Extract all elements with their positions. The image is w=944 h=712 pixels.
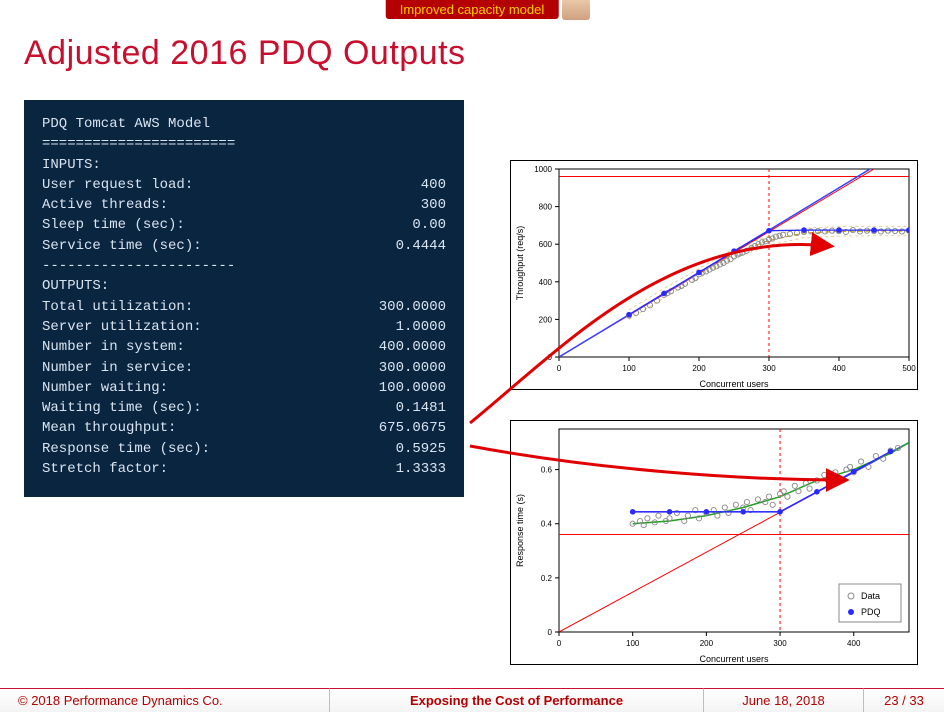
- svg-text:400: 400: [539, 278, 553, 287]
- svg-text:Concurrent users: Concurrent users: [699, 654, 769, 664]
- throughput-chart: 0 100 200 300 400 500 0 200 400 600 800 1000 Concurr…: [510, 160, 918, 390]
- footer-copyright: © 2018 Performance Dynamics Co.: [0, 688, 330, 712]
- footer-date: June 18, 2018: [704, 688, 864, 712]
- footer-title: Exposing the Cost of Performance: [330, 688, 704, 712]
- svg-text:PDQ: PDQ: [861, 607, 881, 617]
- section-tag: Improved capacity model: [386, 0, 559, 19]
- svg-text:Concurrent users: Concurrent users: [699, 379, 769, 389]
- svg-text:100: 100: [626, 639, 640, 648]
- response-time-chart: 0 100 200 300 400 0 0.2 0.4 0.6 Concurrent users R…: [510, 420, 918, 665]
- footer-bar: © 2018 Performance Dynamics Co. Exposing…: [0, 688, 944, 712]
- svg-text:200: 200: [539, 315, 553, 324]
- svg-text:1000: 1000: [534, 165, 552, 174]
- svg-text:800: 800: [539, 203, 553, 212]
- svg-text:300: 300: [773, 639, 787, 648]
- svg-text:200: 200: [700, 639, 714, 648]
- svg-text:100: 100: [622, 364, 636, 373]
- svg-text:200: 200: [692, 364, 706, 373]
- svg-text:0: 0: [557, 364, 562, 373]
- svg-text:400: 400: [832, 364, 846, 373]
- svg-text:500: 500: [902, 364, 916, 373]
- terminal-output: PDQ Tomcat AWS Model====================…: [24, 100, 464, 497]
- svg-text:400: 400: [847, 639, 861, 648]
- svg-text:Response time (s): Response time (s): [515, 494, 525, 567]
- slide-title: Adjusted 2016 PDQ Outputs: [24, 34, 466, 73]
- svg-text:Throughput (req/s): Throughput (req/s): [515, 226, 525, 301]
- svg-text:0.4: 0.4: [541, 520, 553, 529]
- svg-text:0: 0: [557, 639, 562, 648]
- svg-text:300: 300: [762, 364, 776, 373]
- svg-text:0.2: 0.2: [541, 574, 553, 583]
- svg-text:0: 0: [548, 353, 553, 362]
- avatar-thumb: [562, 0, 590, 20]
- svg-text:0: 0: [548, 628, 553, 637]
- footer-page: 23 / 33: [864, 688, 944, 712]
- svg-text:600: 600: [539, 240, 553, 249]
- svg-text:Data: Data: [861, 591, 880, 601]
- svg-text:0.6: 0.6: [541, 466, 553, 475]
